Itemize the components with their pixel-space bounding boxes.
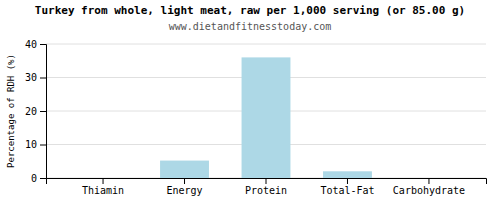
x-tick: Thiamin <box>82 178 124 196</box>
x-tick-label: Carbohydrate <box>393 185 465 196</box>
y-tick-mark <box>40 145 46 146</box>
y-tick: 30 <box>25 72 46 83</box>
x-tick: Total-Fat <box>320 178 374 196</box>
x-tick: Energy <box>166 178 202 196</box>
grid <box>46 44 486 178</box>
y-tick-mark <box>40 78 46 79</box>
x-tick-label: Total-Fat <box>320 185 374 196</box>
x-tick: Carbohydrate <box>393 178 465 196</box>
x-tick-mark <box>266 178 267 184</box>
x-tick-label: Energy <box>166 185 202 196</box>
bars <box>160 57 372 178</box>
y-tick-label: 30 <box>25 72 37 83</box>
x-tick-label: Protein <box>245 185 287 196</box>
title: Turkey from whole, light meat, raw per 1… <box>35 4 465 17</box>
y-axis-title: Percentage of RDH (%) <box>6 54 16 168</box>
y-axis-line <box>40 45 47 179</box>
bar <box>242 57 291 178</box>
x-tick-mark <box>184 178 185 184</box>
y-axis: 0 10 20 30 40 <box>25 39 47 184</box>
x-axis: Thiamin Energy Protein Total-Fat Carbohydrat… <box>47 178 487 196</box>
x-tick-mark <box>347 178 348 184</box>
plot: Thiamin Energy Protein Total-Fat Carbohydrat… <box>25 39 487 196</box>
bar <box>405 178 454 179</box>
grid-line <box>46 44 486 45</box>
bar <box>323 171 372 178</box>
y-tick: 0 <box>31 173 46 184</box>
y-tick: 10 <box>25 139 46 150</box>
x-tick-mark <box>428 178 429 184</box>
subtitle: www.dietandfitnesstoday.com <box>169 21 332 32</box>
x-tick: Protein <box>245 178 287 196</box>
x-tick-label: Thiamin <box>82 185 124 196</box>
y-tick: 40 <box>25 39 46 50</box>
y-tick-mark <box>40 111 46 112</box>
chart: Turkey from whole, light meat, raw per 1… <box>0 0 500 200</box>
y-tick-label: 0 <box>31 173 37 184</box>
x-tick-mark <box>103 178 104 184</box>
y-tick-label: 10 <box>25 139 37 150</box>
y-tick-label: 40 <box>25 39 37 50</box>
x-axis-line <box>47 179 487 185</box>
y-tick-mark <box>40 44 46 45</box>
bar <box>79 178 128 179</box>
y-tick-label: 20 <box>25 106 37 117</box>
y-tick: 20 <box>25 106 46 117</box>
y-tick-mark <box>40 178 46 179</box>
bar <box>160 161 209 178</box>
